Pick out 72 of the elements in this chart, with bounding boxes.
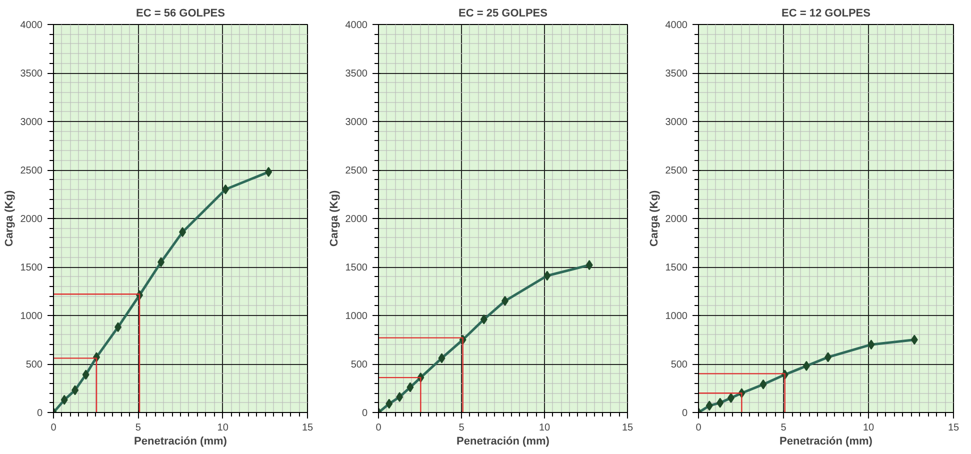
x-tick-label: 5 — [458, 422, 465, 434]
y-tick-label: 500 — [350, 360, 368, 370]
point — [60, 394, 68, 405]
y-tick-label: 3500 — [345, 68, 368, 80]
x-tick-label: 10 — [217, 422, 229, 434]
point — [114, 322, 122, 332]
chart-title: EC = 12 GOLPES — [782, 8, 870, 20]
point — [802, 360, 810, 371]
y-tick-label: 1500 — [345, 262, 368, 274]
point — [82, 370, 90, 380]
point — [72, 385, 79, 396]
point — [222, 184, 230, 194]
x-axis-title: Penetración (mm) — [780, 436, 873, 448]
y-axis-title: Carga (Kg) — [3, 190, 16, 247]
y-tick-label: 0 — [682, 408, 688, 419]
y-tick-label: 3000 — [20, 117, 43, 128]
x-tick-label: 15 — [948, 422, 960, 434]
y-tick-label: 1500 — [20, 262, 43, 274]
chart-title: EC = 56 GOLPES — [136, 8, 225, 20]
y-tick-label: 3500 — [20, 68, 43, 80]
x-tick-label: 0 — [376, 422, 382, 434]
y-tick-label: 1000 — [345, 311, 368, 322]
point — [501, 296, 508, 306]
x-tick-label: 15 — [622, 422, 634, 434]
point — [544, 270, 551, 281]
point — [586, 260, 593, 270]
y-tick-label: 2500 — [20, 166, 43, 176]
y-axis-title: Carga (Kg) — [328, 190, 340, 247]
y-tick-label: 500 — [670, 360, 688, 370]
y-tick-label: 2000 — [665, 214, 688, 225]
x-tick-label: 0 — [696, 422, 702, 434]
y-tick-label: 0 — [36, 408, 43, 419]
x-tick-label: 0 — [50, 422, 57, 434]
y-tick-label: 1000 — [665, 311, 688, 322]
point — [406, 382, 414, 392]
x-tick-label: 15 — [302, 422, 314, 434]
point — [480, 314, 488, 324]
y-tick-label: 0 — [362, 408, 368, 419]
point — [716, 398, 724, 408]
point — [727, 392, 734, 403]
y-tick-label: 2500 — [665, 166, 688, 176]
x-tick-label: 5 — [780, 422, 787, 434]
chart-title: EC = 25 GOLPES — [458, 8, 548, 20]
point — [760, 379, 767, 390]
x-tick-label: 10 — [862, 422, 874, 434]
point — [706, 400, 713, 411]
y-tick-label: 2000 — [20, 214, 43, 225]
y-axis-title: Carga (Kg) — [648, 190, 660, 247]
y-tick-label: 500 — [26, 360, 43, 370]
point — [179, 227, 186, 238]
y-tick-label: 3500 — [665, 68, 688, 80]
y-tick-label: 4000 — [345, 20, 368, 31]
point — [158, 257, 165, 268]
point — [868, 340, 875, 350]
x-axis-title: Penetración (mm) — [134, 436, 228, 448]
y-tick-label: 1000 — [20, 311, 43, 322]
point — [438, 353, 446, 364]
x-tick-label: 10 — [538, 422, 550, 434]
y-tick-label: 4000 — [665, 20, 688, 31]
point — [396, 392, 404, 402]
point — [265, 166, 272, 177]
y-tick-label: 1500 — [665, 262, 688, 274]
y-tick-label: 2500 — [345, 166, 368, 176]
x-axis-title: Penetración (mm) — [456, 436, 550, 448]
y-tick-label: 3000 — [665, 117, 688, 128]
y-tick-label: 3000 — [345, 117, 368, 128]
x-tick-label: 5 — [135, 422, 142, 434]
y-tick-label: 4000 — [20, 20, 43, 31]
point — [910, 334, 918, 345]
point — [824, 352, 832, 362]
point — [386, 398, 393, 409]
y-tick-label: 2000 — [345, 214, 368, 225]
